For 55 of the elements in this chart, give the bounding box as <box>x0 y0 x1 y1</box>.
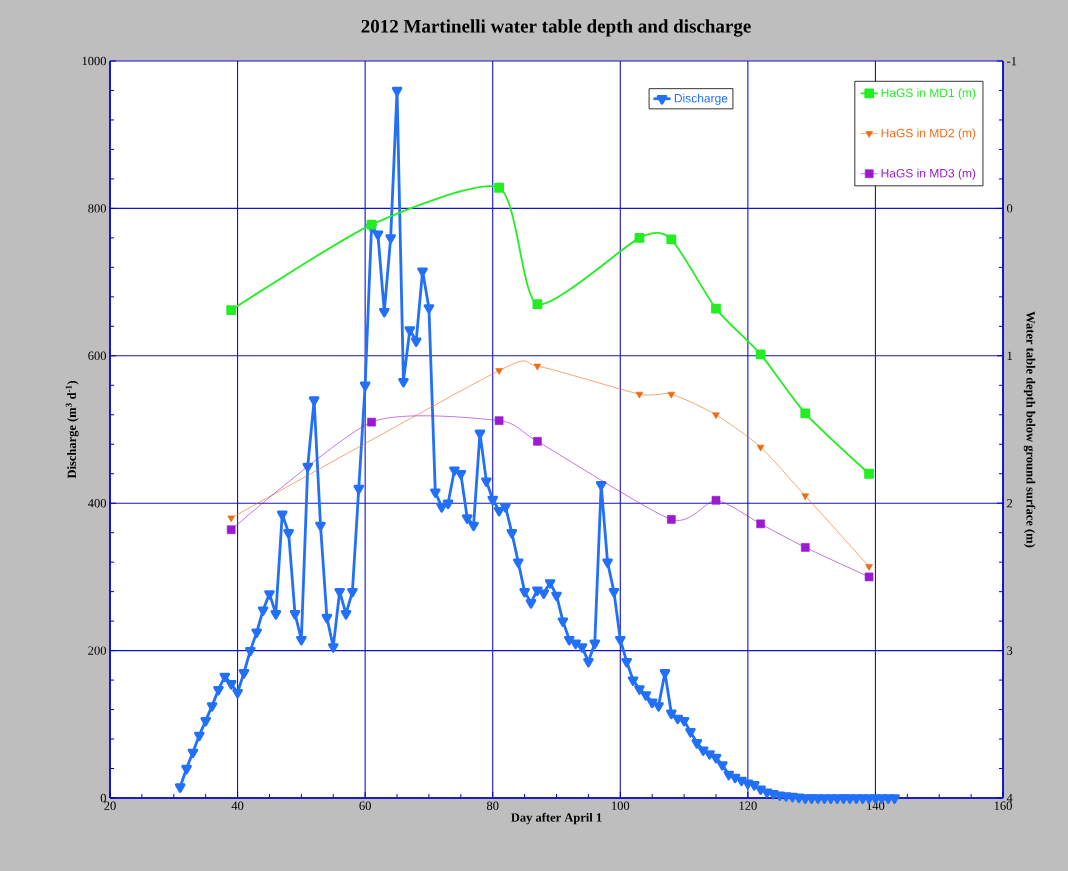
y-tick-label: 600 <box>88 351 107 361</box>
x-tick-label: 120 <box>739 801 757 810</box>
y-tick-label: 200 <box>88 646 107 655</box>
chart-title: 2012 Martinelli water table depth and discharge <box>361 19 751 37</box>
y-tick-label: 400 <box>87 498 107 508</box>
point <box>712 412 720 420</box>
x-tick-label: 100 <box>612 801 630 810</box>
point <box>226 525 236 535</box>
point <box>864 572 874 582</box>
point <box>801 493 810 501</box>
point <box>226 305 237 316</box>
point <box>800 543 810 552</box>
y2-tick-label: 3 <box>1007 646 1013 655</box>
y2-tick-label: 1 <box>1007 351 1013 360</box>
x-tick-label: 160 <box>994 801 1012 810</box>
point <box>756 444 765 452</box>
x-tick-label: 20 <box>104 801 116 810</box>
point <box>666 234 677 245</box>
y-tick-label: 0 <box>100 793 107 803</box>
point <box>533 363 542 371</box>
point <box>494 182 504 193</box>
point <box>864 468 874 479</box>
point <box>366 219 377 230</box>
x-tick-label: 40 <box>231 801 244 810</box>
point <box>756 519 765 529</box>
y-tick-label: 800 <box>88 204 107 213</box>
legend-label: HaGS in MD3 (m) <box>881 168 976 180</box>
point <box>227 515 235 523</box>
point <box>711 495 721 505</box>
point <box>635 391 644 399</box>
point <box>711 303 721 314</box>
legend-label: HaGS in MD1 (m) <box>881 88 976 100</box>
point <box>800 408 811 419</box>
point <box>532 299 543 310</box>
legend-label: HaGS in MD2 (m) <box>881 128 976 140</box>
y2-tick-label: 4 <box>1006 793 1013 803</box>
legend-label: Discharge <box>674 93 728 105</box>
point <box>865 564 873 571</box>
y-tick-label: 1000 <box>82 56 107 66</box>
point <box>667 391 676 399</box>
y2-tick-label: 2 <box>1007 499 1013 508</box>
point <box>634 232 645 243</box>
x-tick-label: 60 <box>359 801 371 810</box>
y2-axis-title: Water table depth below ground surface (m) <box>1023 311 1036 548</box>
point <box>667 515 676 524</box>
point <box>494 416 504 425</box>
y2-tick-label: 0 <box>1007 204 1013 213</box>
x-axis-title: Day after April 1 <box>511 812 602 825</box>
y2-tick-label: -1 <box>1007 56 1017 66</box>
point <box>495 368 503 375</box>
point <box>367 417 376 427</box>
x-tick-label: 80 <box>486 801 499 810</box>
point <box>533 437 542 446</box>
y-axis-title: Discharge (m$^{3}$ d$^{-1}$) <box>65 381 79 479</box>
point <box>755 349 766 360</box>
